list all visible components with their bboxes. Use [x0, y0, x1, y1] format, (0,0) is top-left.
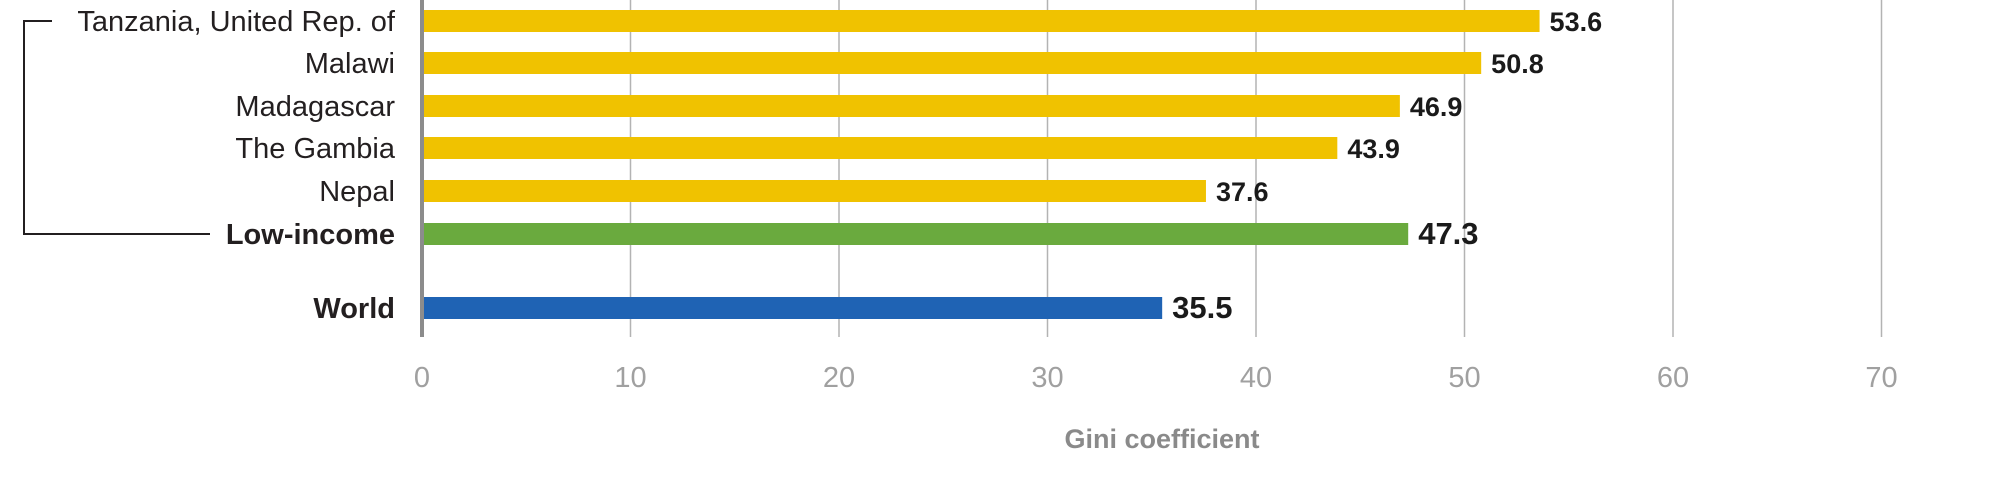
group-bracket [23, 20, 210, 235]
bar [422, 137, 1338, 159]
bar [422, 180, 1206, 202]
category-label: Malawi [305, 48, 395, 80]
x-tick-labels: 0 10 20 30 40 50 60 70 [414, 362, 1898, 394]
data-label: 50.8 [1491, 49, 1544, 79]
category-label: World [313, 293, 395, 325]
x-tick-label: 50 [1448, 362, 1480, 394]
data-label: 37.6 [1216, 177, 1269, 207]
bar [422, 52, 1482, 74]
category-labels: Tanzania, United Rep. of Malawi Madagascar… [77, 6, 396, 325]
data-label: 43.9 [1347, 134, 1400, 164]
data-label: 35.5 [1172, 290, 1232, 325]
category-label: Tanzania, United Rep. of [77, 6, 396, 38]
bar [422, 297, 1163, 319]
bar [422, 95, 1400, 117]
grid-lines [629, 0, 1883, 337]
x-tick-label: 60 [1657, 362, 1689, 394]
category-label: Low-income [226, 219, 395, 251]
x-tick-label: 70 [1865, 362, 1897, 394]
category-label: The Gambia [235, 133, 395, 165]
value-labels: 53.650.8 46.9 43.9 37.6 47.3 35.5 [1172, 7, 1602, 325]
x-axis-title: Gini coefficient [1064, 424, 1259, 454]
x-tick-label: 0 [414, 362, 430, 394]
data-label: 46.9 [1410, 92, 1463, 122]
x-tick-label: 20 [823, 362, 855, 394]
x-tick-label: 10 [614, 362, 646, 394]
bar [422, 223, 1409, 245]
x-tick-label: 40 [1240, 362, 1272, 394]
bars [422, 10, 1540, 319]
x-tick-label: 30 [1031, 362, 1063, 394]
data-label: 53.6 [1550, 7, 1603, 37]
category-label: Madagascar [235, 91, 395, 123]
bar [422, 10, 1540, 32]
category-label: Nepal [319, 176, 395, 208]
data-label: 47.3 [1418, 216, 1478, 251]
